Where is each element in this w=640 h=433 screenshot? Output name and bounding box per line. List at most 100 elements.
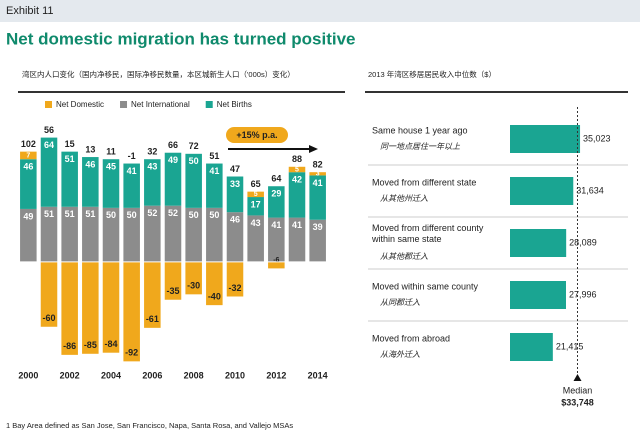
segment-label: 64 (44, 140, 54, 150)
segment-label: 41 (292, 220, 302, 230)
segment-label: -60 (42, 313, 55, 323)
segment-label: 50 (106, 210, 116, 220)
x-tick-label: 2012 (266, 370, 286, 380)
segment-label: 52 (168, 208, 178, 218)
total-label: 56 (44, 125, 54, 135)
bar-segment (185, 153, 202, 208)
category-translation: 从其他郡迁入 (380, 252, 428, 261)
x-tick-label: 2002 (60, 370, 80, 380)
bar-segment (206, 261, 223, 306)
segment-label: 52 (147, 208, 157, 218)
x-tick-label: 2004 (101, 370, 121, 380)
segment-label: 50 (127, 210, 137, 220)
segment-label: -84 (104, 339, 117, 349)
segment-label: -32 (228, 283, 241, 293)
bar-segment (268, 217, 285, 262)
bar-segment (20, 151, 37, 160)
category-label: Moved from different county within same s… (371, 223, 484, 244)
bar-segment (247, 191, 264, 198)
bar-segment (309, 172, 326, 176)
segment-label: -86 (63, 341, 76, 351)
bar-segment (164, 205, 182, 262)
segment-label: 51 (65, 209, 75, 219)
median-marker (573, 374, 582, 381)
legend-label: Net Domestic (56, 100, 104, 109)
segment-label: 49 (23, 211, 33, 221)
segment-label: 41 (271, 220, 281, 230)
bar-segment (144, 261, 161, 328)
total-label: 11 (106, 147, 116, 157)
trend-arrow-head (309, 145, 318, 153)
bar (510, 333, 553, 361)
category-label: Same house 1 year ago (372, 125, 468, 135)
bar (510, 125, 581, 153)
left-subtitle: 湾区内人口变化（国内净移民，国际净移民数量，本区城新生人口（'000s）变化） (22, 69, 295, 79)
bar-segment (247, 215, 264, 262)
total-label: 15 (65, 139, 75, 149)
page-title: Net domestic migration has turned positi… (6, 29, 356, 48)
bar-segment (288, 166, 306, 173)
bar-segment (102, 159, 120, 208)
segment-label: -61 (146, 314, 159, 324)
segment-label: -6 (273, 257, 279, 264)
bar-segment (123, 261, 140, 362)
segment-label: 29 (271, 189, 281, 199)
annotation-badge (226, 127, 288, 143)
bar-segment (226, 261, 244, 297)
total-label: 66 (168, 140, 178, 150)
bar-segment (309, 175, 326, 220)
segment-label: 51 (85, 209, 95, 219)
segment-label: 42 (292, 175, 302, 185)
bar-segment (226, 176, 244, 213)
bar-segment (309, 219, 326, 262)
bar-segment (123, 207, 140, 262)
segment-label: 41 (313, 178, 323, 188)
right-subtitle: 2013 年湾区移居居民收入中位数（$） (368, 69, 496, 79)
segment-label: 17 (251, 199, 261, 209)
total-label: 65 (251, 179, 261, 189)
value-label: 35,023 (583, 133, 611, 143)
bar-segment (144, 159, 161, 206)
legend-swatch (45, 101, 52, 108)
value-label: 31,634 (576, 185, 604, 195)
bar-segment (61, 151, 78, 207)
bar (510, 281, 566, 309)
bar-segment (226, 212, 244, 262)
segment-label: 46 (23, 162, 33, 172)
bar-segment (82, 261, 99, 354)
segment-label: 51 (65, 154, 75, 164)
total-label: 102 (21, 139, 36, 149)
footnote: 1 Bay Area defined as San Jose, San Fran… (6, 421, 293, 430)
total-label: 72 (189, 141, 199, 151)
segment-label: -85 (84, 340, 97, 350)
median-value: $33,748 (561, 397, 594, 407)
segment-label: -92 (125, 348, 138, 358)
bar-segment (164, 261, 182, 300)
segment-label: 51 (44, 209, 54, 219)
segment-label: 41 (127, 166, 137, 176)
total-label: 51 (209, 151, 219, 161)
exhibit-label: Exhibit 11 (6, 5, 54, 17)
total-label: 64 (271, 174, 281, 184)
category-label: Moved from different state (372, 177, 476, 187)
total-label: 13 (85, 144, 95, 154)
header-bar (0, 0, 640, 22)
bar (510, 177, 574, 205)
x-tick-label: 2000 (18, 370, 38, 380)
segment-label: 50 (209, 210, 219, 220)
bar-segment (206, 163, 223, 208)
bar-segment (82, 157, 99, 207)
bar-segment (61, 206, 78, 262)
bar-segment (40, 261, 58, 327)
segment-label: 43 (147, 162, 157, 172)
category-translation: 从海外迁入 (380, 350, 420, 359)
bar-segment (123, 163, 140, 208)
segment-label: -40 (208, 292, 221, 302)
segment-label: 50 (189, 156, 199, 166)
segment-label: -35 (166, 286, 179, 296)
x-tick-label: 2008 (184, 370, 204, 380)
segment-label: 33 (230, 179, 240, 189)
category-translation: 同一地点居住一年以上 (380, 142, 461, 151)
bar (510, 229, 567, 257)
